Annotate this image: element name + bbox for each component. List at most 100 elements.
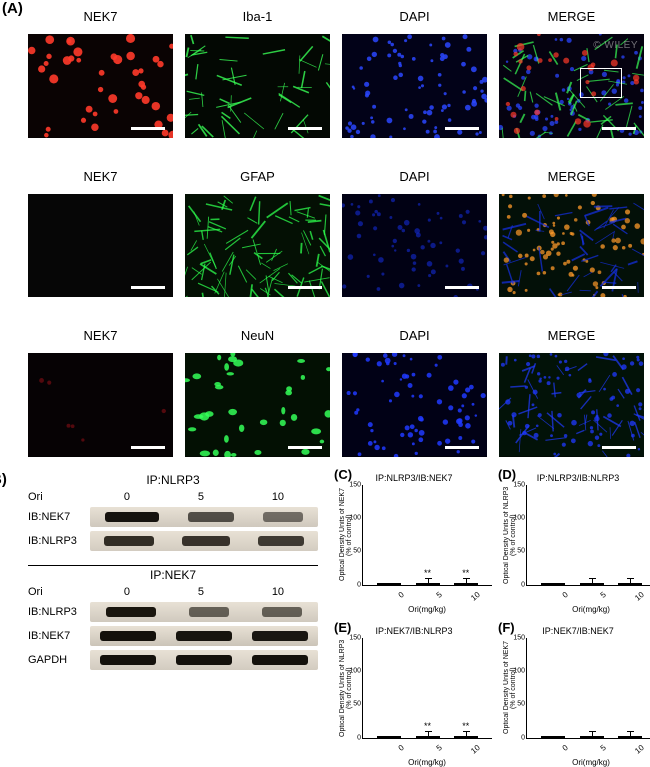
- bar-group: [377, 583, 401, 585]
- bar-group: [377, 736, 401, 738]
- micro-label: NEK7: [28, 168, 173, 186]
- bar-group: [541, 583, 565, 585]
- ori-label: Ori: [28, 586, 90, 598]
- error-bar: [630, 578, 631, 584]
- blot-row: IB:NLRP3: [28, 531, 318, 551]
- ytick-label: 150: [349, 481, 361, 488]
- blot-label: IB:NEK7: [28, 511, 90, 523]
- micro-image: [499, 353, 644, 457]
- scalebar: [288, 446, 322, 449]
- western-blot-panel: IP:NLRP3 Ori 0510 IB:NEK7 IB:NLRP3 IP:NE…: [28, 471, 318, 670]
- blot-row: GAPDH: [28, 650, 318, 670]
- blot-band: [106, 607, 156, 617]
- bar-group: [580, 736, 604, 738]
- blot-band: [189, 607, 229, 617]
- bar: [580, 583, 604, 585]
- micro-image: [28, 353, 173, 457]
- blot-band: [100, 655, 156, 665]
- chart-axes: Optical Density Units of NEK7 (% of cont…: [362, 485, 492, 586]
- error-bar: [466, 731, 467, 737]
- ytick-label: 100: [513, 515, 525, 522]
- blot-band: [252, 655, 308, 665]
- chart-xticks: 0510: [362, 739, 492, 752]
- ytick-label: 0: [357, 734, 361, 741]
- ori-dose: 0: [124, 586, 130, 598]
- scalebar: [131, 127, 165, 130]
- bar-group: **: [416, 583, 440, 585]
- micro-image: [342, 194, 487, 298]
- row-spacer: [499, 146, 644, 160]
- error-bar: [592, 731, 593, 737]
- bar: [541, 736, 565, 738]
- ytick-label: 100: [513, 668, 525, 675]
- blot-label: IB:NLRP3: [28, 606, 90, 618]
- blot-row: IB:NEK7: [28, 626, 318, 646]
- bar: [618, 736, 642, 738]
- significance-marker: **: [417, 568, 439, 578]
- bar-group: **: [454, 736, 478, 738]
- micro-image: [342, 34, 487, 138]
- ori-dose: 10: [272, 586, 284, 598]
- ori-label: Ori: [28, 491, 90, 503]
- scalebar: [131, 286, 165, 289]
- bar: [541, 583, 565, 585]
- blot-row: IB:NLRP3: [28, 602, 318, 622]
- ytick-label: 150: [513, 481, 525, 488]
- micro-image: © WILEY: [499, 34, 644, 138]
- blot-band: [176, 631, 232, 641]
- ytick-label: 100: [349, 668, 361, 675]
- significance-marker: **: [455, 721, 477, 731]
- micro-image: [28, 34, 173, 138]
- scalebar: [445, 127, 479, 130]
- blot-row: IB:NEK7: [28, 507, 318, 527]
- micro-label: NEK7: [28, 327, 173, 345]
- micro-image: [28, 194, 173, 298]
- chart-xticks: 0510: [526, 739, 650, 752]
- scalebar: [602, 286, 636, 289]
- blot-strip: [90, 650, 318, 670]
- significance-marker: **: [417, 721, 439, 731]
- ytick-label: 50: [353, 548, 361, 555]
- ytick-label: 50: [517, 701, 525, 708]
- row-spacer: [185, 305, 330, 319]
- ip-title: IP:NEK7: [28, 568, 318, 582]
- ori-dose: 10: [272, 491, 284, 503]
- bar-group: [618, 583, 642, 585]
- micro-label: NEK7: [28, 8, 173, 26]
- bar: [618, 583, 642, 585]
- bar-chart: (D) IP:NLRP3/IB:NLRP3 Optical Density Un…: [500, 471, 650, 614]
- chart-xticks: 0510: [526, 586, 650, 599]
- merge-inset-box: [580, 68, 622, 98]
- ori-dose: 5: [198, 491, 204, 503]
- chart-axes: Optical Density Units of NLRP3 (% of con…: [526, 485, 650, 586]
- ytick-label: 100: [349, 515, 361, 522]
- row-spacer: [28, 305, 173, 319]
- row-spacer: [499, 305, 644, 319]
- ori-values: 0 5 10: [90, 491, 318, 503]
- scalebar: [602, 446, 636, 449]
- ori-dose: 0: [124, 491, 130, 503]
- ori-dose-row: Ori 0510: [28, 586, 318, 598]
- blot-strip: [90, 531, 318, 551]
- figure: (A) NEK7Iba-1DAPIMERGE© WILEYNEK7GFAPDAP…: [0, 0, 650, 680]
- panel-a-letter: (A): [2, 0, 23, 17]
- bottom-row: (B) IP:NLRP3 Ori 0510 IB:NEK7 IB:NLRP3 I…: [6, 471, 644, 670]
- blot-strip: [90, 602, 318, 622]
- ori-values: 0510: [90, 586, 318, 598]
- blot-label: GAPDH: [28, 654, 90, 666]
- scalebar: [445, 446, 479, 449]
- bar-chart: (F) IP:NEK7/IB:NEK7 Optical Density Unit…: [500, 624, 650, 767]
- blot-band: [258, 536, 304, 546]
- watermark-text: © WILEY: [593, 40, 638, 51]
- micro-label: DAPI: [342, 327, 487, 345]
- blot-label: IB:NLRP3: [28, 535, 90, 547]
- ytick-label: 50: [353, 701, 361, 708]
- scalebar: [445, 286, 479, 289]
- microscopy-grid: NEK7Iba-1DAPIMERGE© WILEYNEK7GFAPDAPIMER…: [28, 8, 644, 457]
- significance-marker: **: [455, 568, 477, 578]
- ytick-label: 50: [517, 548, 525, 555]
- ytick-label: 0: [521, 734, 525, 741]
- bar-chart: (C) IP:NLRP3/IB:NEK7 Optical Density Uni…: [336, 471, 492, 614]
- bar: **: [416, 736, 440, 738]
- micro-label: MERGE: [499, 8, 644, 26]
